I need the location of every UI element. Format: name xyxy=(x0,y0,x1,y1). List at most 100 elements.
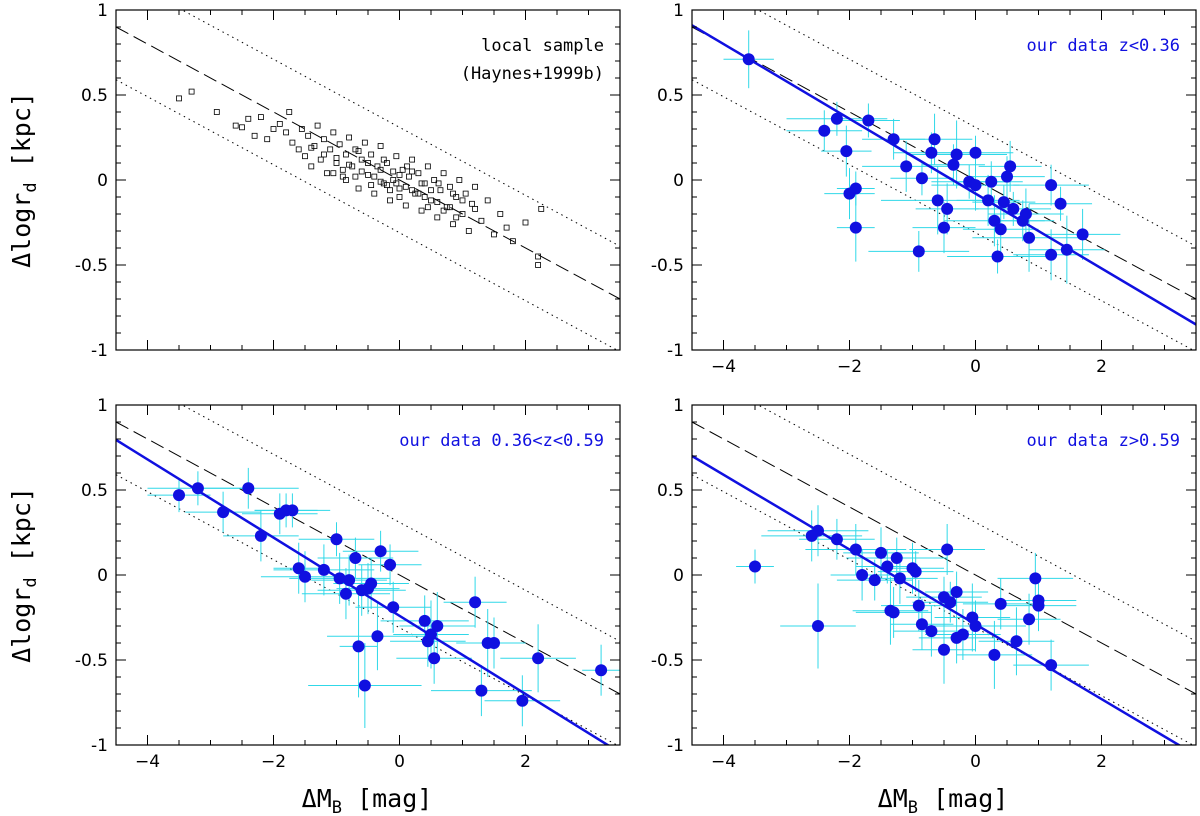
y-tick-label: -0.5 xyxy=(75,651,108,671)
data-point xyxy=(516,694,529,707)
y-tick-label: 0 xyxy=(673,171,684,191)
y-axis-title-subscript: d xyxy=(21,182,41,192)
data-point xyxy=(434,199,441,206)
plot-frame xyxy=(691,9,1197,351)
data-point xyxy=(415,190,422,197)
data-point xyxy=(812,620,824,632)
data-point xyxy=(437,187,444,194)
data-point xyxy=(358,156,365,163)
fit-line xyxy=(116,438,611,745)
x-axis-title-unit: [mag] xyxy=(918,784,1008,813)
data-point xyxy=(355,148,362,155)
data-point xyxy=(431,620,444,632)
plot-frame xyxy=(691,404,1197,746)
reference-dashed-line xyxy=(692,26,1196,300)
panel-annotation: local sample xyxy=(481,36,604,56)
data-point xyxy=(371,190,378,197)
data-point xyxy=(912,599,925,612)
data-point xyxy=(830,533,843,546)
data-point xyxy=(339,173,346,180)
y-axis-title-top: Δlogrd [kpc] xyxy=(7,92,41,268)
data-point xyxy=(393,153,400,160)
data-point xyxy=(849,221,862,234)
data-point xyxy=(402,183,409,190)
data-point xyxy=(424,204,431,211)
data-point xyxy=(1007,202,1020,215)
data-point xyxy=(257,114,264,120)
data-point xyxy=(352,173,359,180)
y-axis-title-unit: [kpc] xyxy=(7,487,36,577)
data-point xyxy=(875,546,887,559)
data-point xyxy=(428,197,434,204)
data-point xyxy=(1045,659,1058,672)
data-point xyxy=(308,163,315,170)
x-tick-label: 2 xyxy=(1096,357,1107,377)
data-point xyxy=(497,211,504,217)
data-point xyxy=(535,253,541,260)
x-tick-label: −2 xyxy=(261,752,286,772)
data-point xyxy=(925,146,938,159)
data-point xyxy=(387,197,393,204)
data-point xyxy=(887,606,900,619)
data-point xyxy=(374,545,387,558)
data-point xyxy=(289,139,296,146)
data-point xyxy=(840,145,853,158)
x-tick-label: 2 xyxy=(1096,752,1107,772)
data-point xyxy=(956,628,969,641)
data-point xyxy=(418,207,425,214)
plot-frame xyxy=(115,9,621,351)
data-point xyxy=(387,187,393,194)
data-point xyxy=(900,160,913,173)
y-tick-label: 1 xyxy=(97,396,108,416)
y-axis-title-subscript: d xyxy=(21,577,41,587)
data-point xyxy=(292,562,305,575)
data-point xyxy=(538,205,545,212)
data-point xyxy=(522,219,529,226)
data-point xyxy=(453,194,460,200)
data-point xyxy=(994,597,1007,610)
data-point xyxy=(333,160,340,166)
scatter-dotted-line xyxy=(757,10,1196,247)
data-point xyxy=(1032,599,1045,612)
data-point xyxy=(377,178,384,185)
data-point xyxy=(232,122,239,129)
scatter-dotted-line xyxy=(181,405,620,642)
data-point xyxy=(1045,248,1058,261)
data-point xyxy=(938,221,950,234)
data-point xyxy=(396,185,403,192)
data-point xyxy=(339,166,346,173)
data-point xyxy=(434,214,441,221)
data-point xyxy=(856,569,869,581)
data-point xyxy=(390,168,397,175)
data-point xyxy=(941,543,954,556)
data-point xyxy=(925,625,938,638)
x-tick-label: 0 xyxy=(970,357,981,377)
data-point xyxy=(343,151,349,158)
plot-area xyxy=(692,405,1196,745)
data-point xyxy=(469,596,482,609)
data-point xyxy=(333,572,346,585)
data-point xyxy=(346,161,353,168)
data-point xyxy=(402,202,409,209)
panel-annotation: (Haynes+1999b) xyxy=(461,64,604,84)
data-point xyxy=(368,151,375,158)
data-point xyxy=(431,177,438,183)
data-point xyxy=(188,88,195,95)
data-point xyxy=(355,185,362,192)
x-axis-title-main: ΔM xyxy=(302,784,332,813)
x-tick-label: 2 xyxy=(520,752,531,772)
data-point xyxy=(358,168,365,175)
x-tick-label: −4 xyxy=(135,752,160,772)
y-tick-label: 0.5 xyxy=(81,86,108,106)
data-point xyxy=(245,115,252,122)
y-tick-label: -0.5 xyxy=(651,256,684,276)
data-point xyxy=(365,171,371,178)
data-point xyxy=(404,163,410,170)
y-tick-label: -1 xyxy=(91,341,108,361)
x-axis-title-subscript: B xyxy=(332,798,342,816)
y-axis-title-unit: [kpc] xyxy=(7,92,36,182)
panel-bottom-left: -1 -0.5 0 0.5 1 −4 −2 0 2 our data 0.36<z<0.59 xyxy=(75,396,621,772)
data-point xyxy=(435,180,442,187)
data-point xyxy=(308,144,315,151)
data-point xyxy=(969,146,982,159)
